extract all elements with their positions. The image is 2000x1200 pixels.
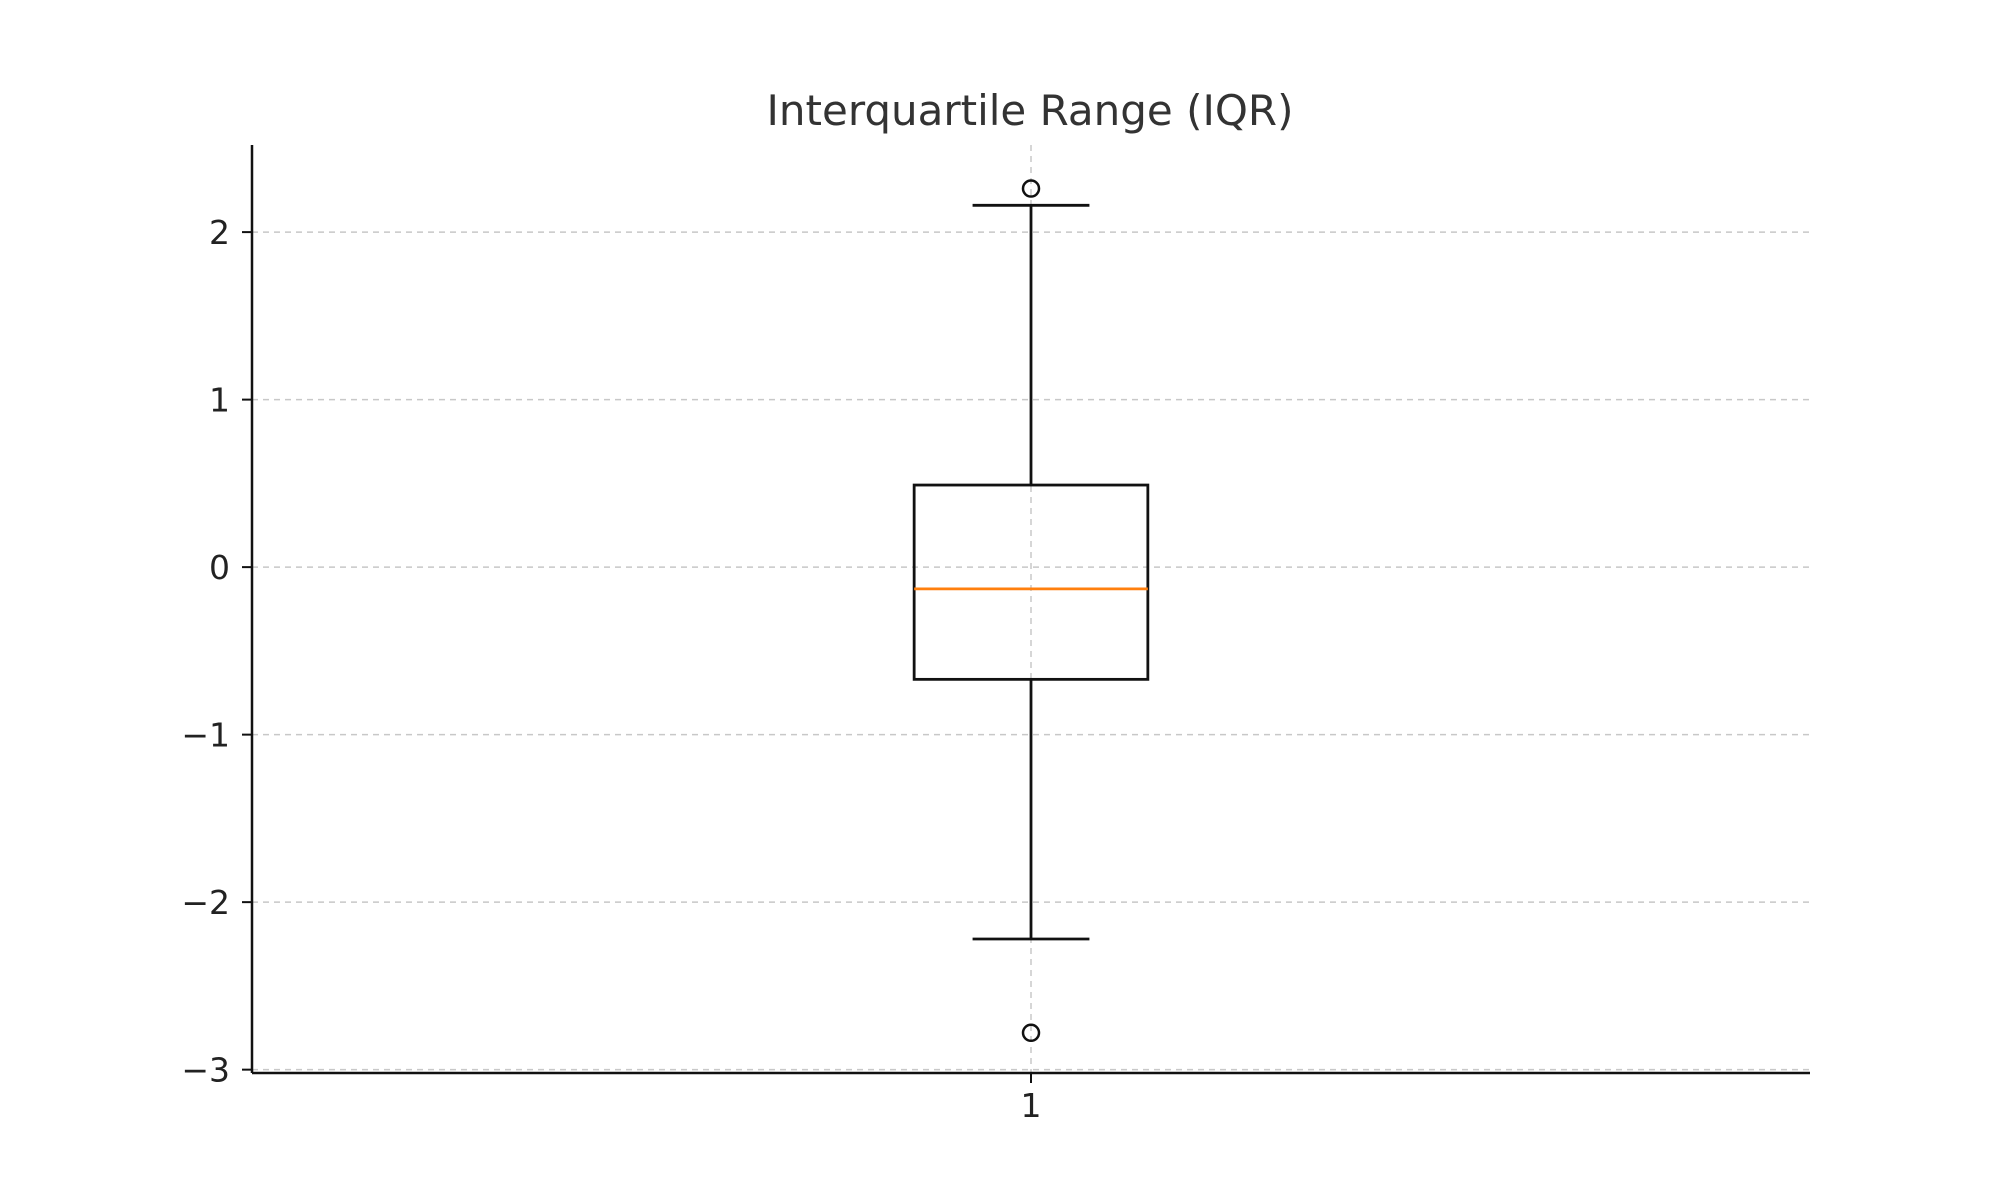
box-layer [912, 179, 1150, 1043]
y-tick-label: −2 [181, 883, 230, 922]
y-tick-label: 0 [209, 548, 230, 587]
outlier-point [1021, 1023, 1041, 1043]
iqr-box [912, 483, 1150, 681]
chart-title: Interquartile Range (IQR) [767, 86, 1294, 135]
y-tick-label: −3 [181, 1051, 230, 1090]
y-tick-label: 1 [209, 381, 230, 420]
outlier-point [1021, 179, 1041, 198]
y-tick-label: 2 [209, 213, 230, 252]
x-tick-label: 1 [1021, 1086, 1042, 1125]
axes-layer: −3 −2 −1 0 1 2 1 [181, 145, 1810, 1125]
y-tick-label: −1 [181, 716, 230, 755]
